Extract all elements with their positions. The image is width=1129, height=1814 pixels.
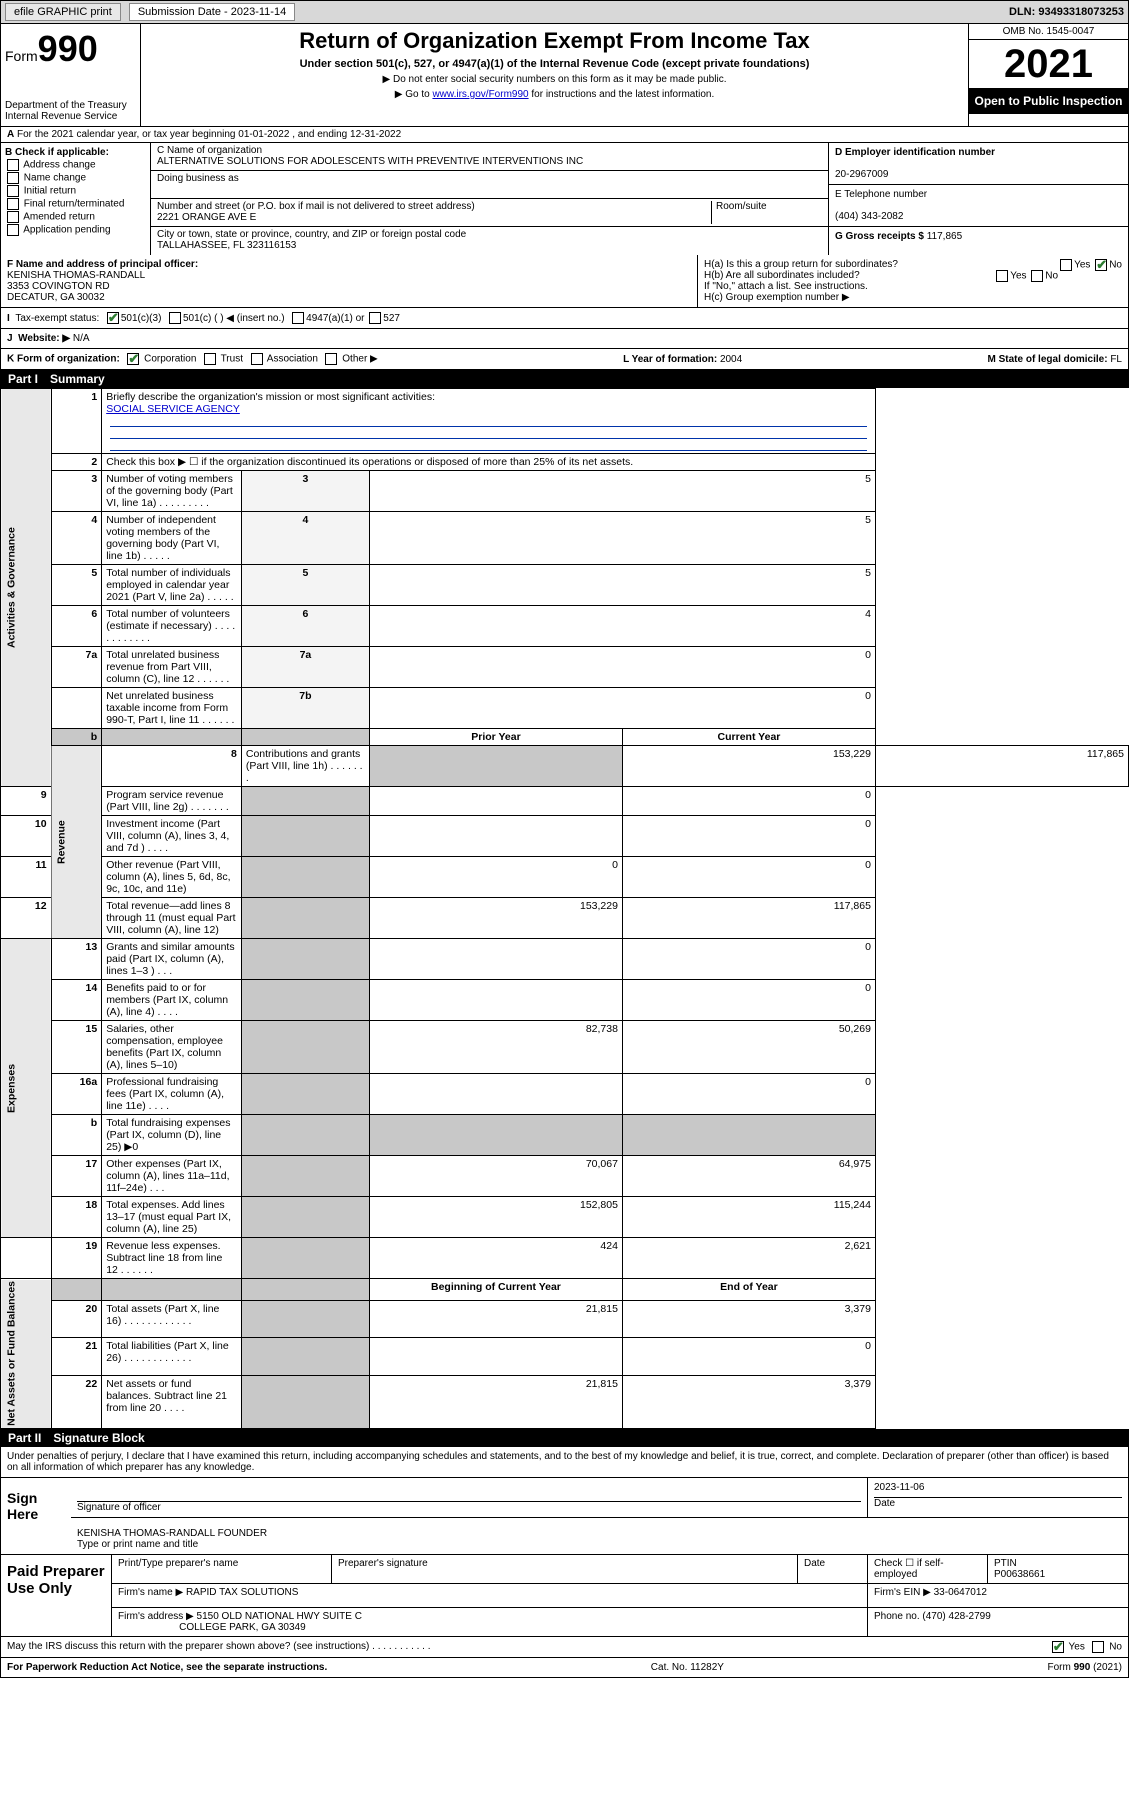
dba-label: Doing business as	[157, 173, 239, 184]
part2-header: Part IISignature Block	[0, 1429, 1129, 1447]
cat-no: Cat. No. 11282Y	[651, 1662, 724, 1673]
sidelabel-expenses: Expenses	[1, 939, 52, 1238]
form-header: Form990 Department of the TreasuryIntern…	[0, 24, 1129, 127]
form-number: Form990	[5, 28, 136, 70]
efile-button[interactable]: efile GRAPHIC print	[5, 3, 121, 21]
room-suite-label: Room/suite	[712, 201, 822, 224]
website: N/A	[73, 333, 90, 344]
omb-number: OMB No. 1545-0047	[969, 24, 1128, 40]
col-b: B Check if applicable: Address change Na…	[1, 143, 151, 255]
signature-block: Under penalties of perjury, I declare th…	[0, 1447, 1129, 1678]
part1-header: Part ISummary	[0, 370, 1129, 388]
c-name-label: C Name of organization	[157, 145, 262, 156]
ptin: P00638661	[994, 1569, 1045, 1580]
firm-address: 5150 OLD NATIONAL HWY SUITE C	[197, 1611, 362, 1622]
col-c: C Name of organization ALTERNATIVE SOLUT…	[151, 143, 828, 255]
section-bcde: B Check if applicable: Address change Na…	[0, 143, 1129, 255]
telephone: (404) 343-2082	[835, 211, 903, 222]
ein: 20-2967009	[835, 169, 888, 180]
row-j: J Website: ▶ N/A	[0, 329, 1129, 349]
year-formation: 2004	[720, 354, 742, 365]
discuss-yes[interactable]	[1052, 1641, 1064, 1653]
line-a: A For the 2021 calendar year, or tax yea…	[0, 127, 1129, 143]
501c3-checkbox[interactable]	[107, 312, 119, 324]
sign-here-label: Sign Here	[1, 1478, 71, 1554]
col-de: D Employer identification number20-29670…	[828, 143, 1128, 255]
paid-preparer-label: Paid Preparer Use Only	[1, 1555, 111, 1636]
firm-phone: (470) 428-2799	[922, 1611, 990, 1622]
sidelabel-revenue: Revenue	[51, 746, 102, 939]
open-inspection: Open to Public Inspection	[969, 88, 1128, 114]
sidelabel-netassets: Net Assets or Fund Balances	[1, 1279, 52, 1429]
officer-name-title: KENISHA THOMAS-RANDALL FOUNDER	[77, 1528, 267, 1539]
street-address: 2221 ORANGE AVE E	[157, 212, 256, 223]
form-title: Return of Organization Exempt From Incom…	[149, 28, 960, 54]
state-domicile: FL	[1110, 354, 1122, 365]
tax-year: 2021	[969, 40, 1128, 88]
gross-receipts: 117,865	[927, 231, 962, 242]
dept-treasury: Department of the TreasuryInternal Reven…	[5, 100, 136, 122]
dln: DLN: 93493318073253	[1009, 6, 1124, 18]
irs-link[interactable]: www.irs.gov/Form990	[432, 89, 528, 100]
org-name: ALTERNATIVE SOLUTIONS FOR ADOLESCENTS WI…	[157, 156, 583, 167]
form-subtitle: Under section 501(c), 527, or 4947(a)(1)…	[149, 58, 960, 70]
row-i: I Tax-exempt status: 501(c)(3) 501(c) ( …	[0, 308, 1129, 329]
sidelabel-activities: Activities & Governance	[1, 389, 52, 787]
row-fh: F Name and address of principal officer:…	[0, 255, 1129, 308]
paperwork-notice: For Paperwork Reduction Act Notice, see …	[7, 1662, 327, 1673]
row-klm: K Form of organization: Corporation Trus…	[0, 349, 1129, 370]
corp-checkbox[interactable]	[127, 353, 139, 365]
city-state-zip: TALLAHASSEE, FL 323116153	[157, 240, 296, 251]
submission-date: Submission Date - 2023-11-14	[129, 3, 295, 21]
topbar: efile GRAPHIC print Submission Date - 20…	[0, 0, 1129, 24]
mission-text[interactable]: SOCIAL SERVICE AGENCY	[106, 403, 240, 415]
declaration-text: Under penalties of perjury, I declare th…	[1, 1447, 1128, 1477]
group-return-no[interactable]	[1095, 259, 1107, 271]
form-footer: Form 990 (2021)	[1048, 1662, 1122, 1673]
note-link: ▶ Go to www.irs.gov/Form990 for instruct…	[149, 89, 960, 100]
summary-table: Activities & Governance 1 Briefly descri…	[0, 388, 1129, 1429]
sig-date: 2023-11-06	[874, 1482, 924, 1493]
firm-ein: 33-0647012	[934, 1587, 987, 1598]
note-ssn: ▶ Do not enter social security numbers o…	[149, 74, 960, 85]
officer-name: KENISHA THOMAS-RANDALL	[7, 270, 145, 281]
firm-name: RAPID TAX SOLUTIONS	[186, 1587, 298, 1598]
